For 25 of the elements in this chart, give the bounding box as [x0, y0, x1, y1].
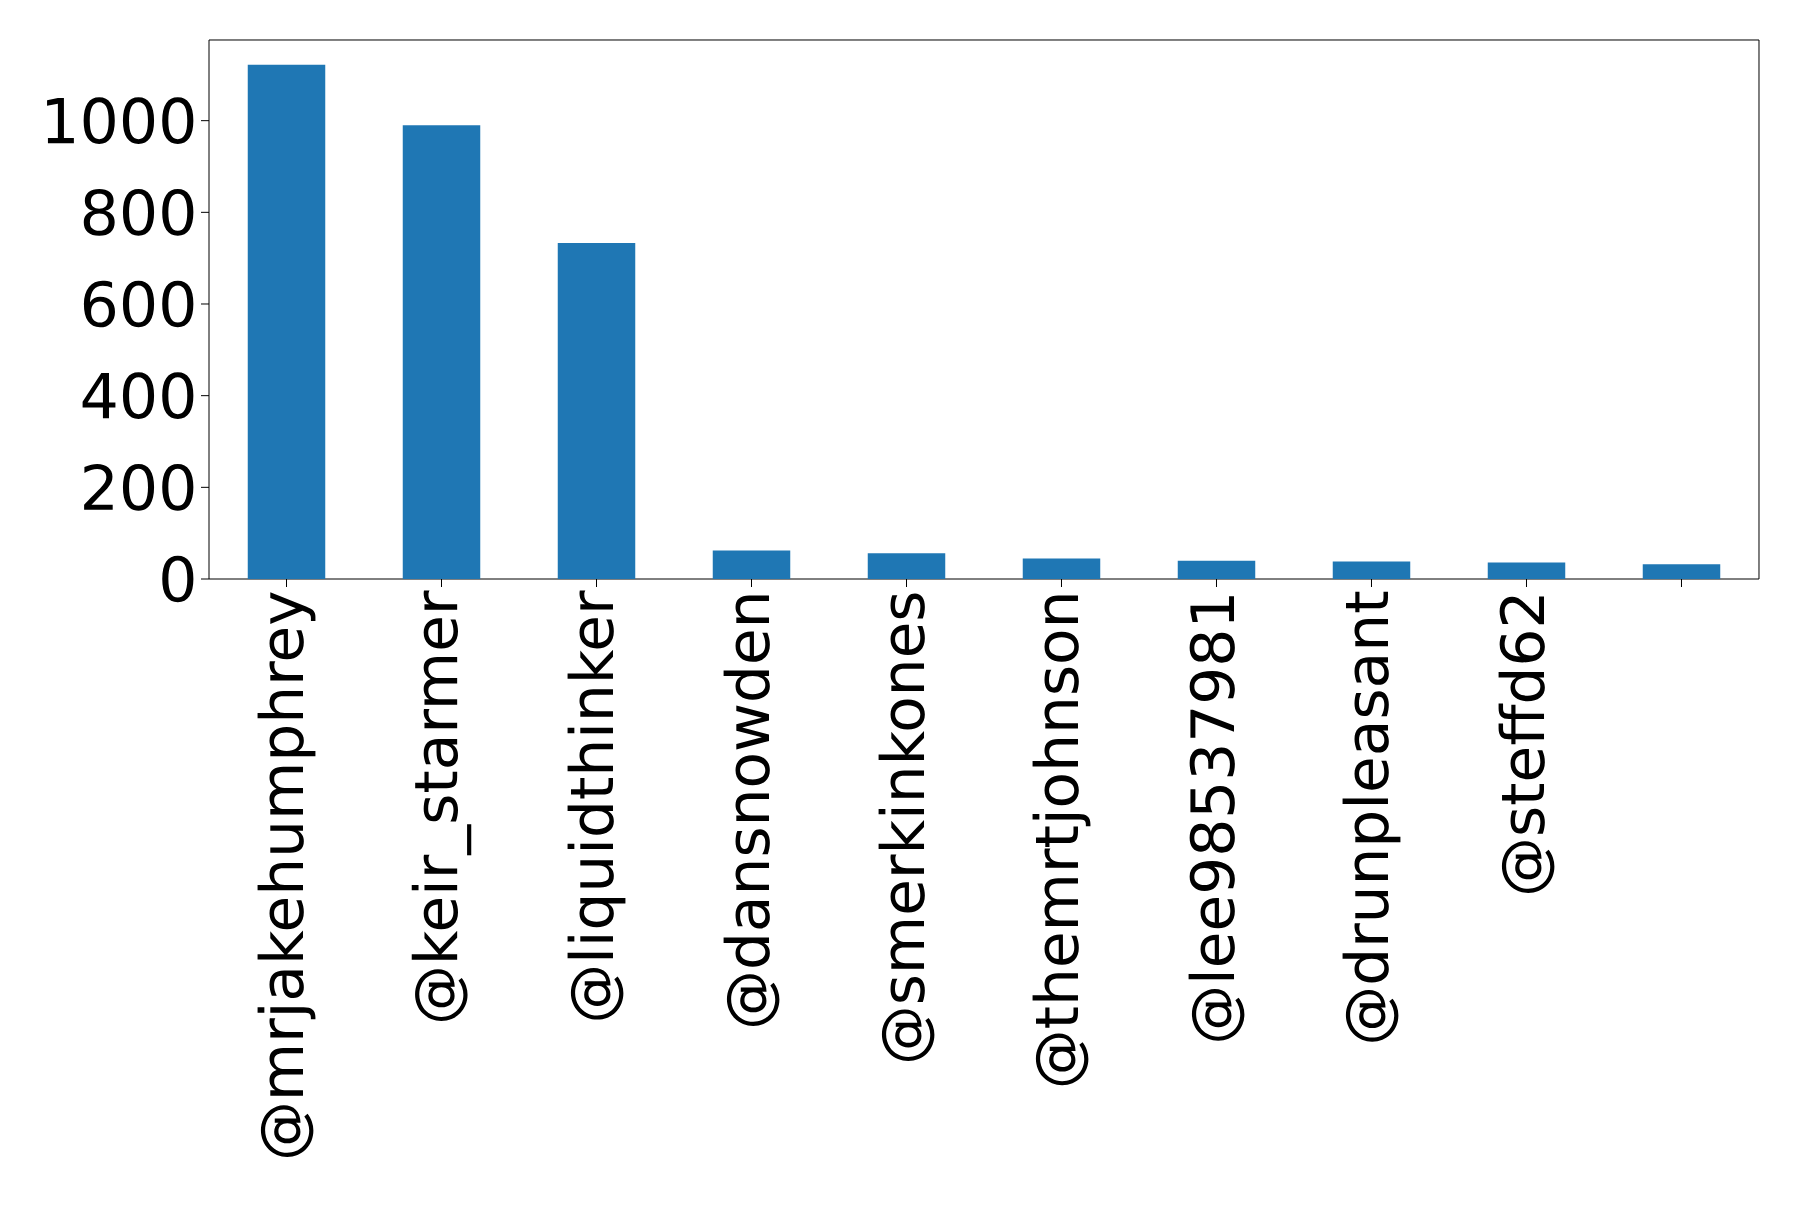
y-tick-label: 600: [83, 280, 194, 328]
x-tick-label: @lee98537981: [1188, 596, 1245, 1041]
bar: [1332, 561, 1411, 579]
bar: [867, 553, 946, 579]
x-tick-label: @liquidthinker: [567, 590, 626, 1020]
x-tick-label: @keir_starmer: [411, 590, 472, 1022]
bar: [557, 243, 636, 579]
x-tick-label: @themrtjohnson: [1032, 595, 1091, 1086]
y-tick-label: 200: [84, 463, 194, 511]
x-tick-label: @steffd62: [1498, 596, 1555, 893]
y-tick-label: 1000: [47, 97, 194, 145]
bar: [1642, 564, 1721, 579]
bar: [1022, 558, 1101, 579]
bar: [1487, 562, 1566, 579]
x-tick-label: @drunpleasant: [1342, 591, 1401, 1042]
x-tick-label: @mrjakehumphrey: [257, 592, 316, 1157]
bar: [402, 125, 481, 579]
bar: [712, 550, 791, 579]
y-tick-label: 800: [83, 188, 194, 236]
bar: [247, 64, 326, 579]
bar: [1177, 560, 1256, 579]
y-tick-label: 0: [162, 555, 194, 603]
x-tick-label: @smerkinkones: [878, 593, 935, 1062]
x-tick-label: @dansnowden: [723, 595, 780, 1026]
y-tick-label: 400: [82, 372, 194, 420]
